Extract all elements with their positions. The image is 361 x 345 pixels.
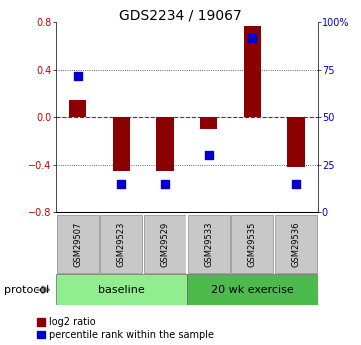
Text: GSM29529: GSM29529 xyxy=(161,221,170,267)
Bar xyxy=(113,117,130,171)
Text: GDS2234 / 19067: GDS2234 / 19067 xyxy=(119,9,242,23)
Bar xyxy=(69,99,87,117)
Text: protocol: protocol xyxy=(4,285,49,295)
Bar xyxy=(244,26,261,117)
Text: GSM29507: GSM29507 xyxy=(73,221,82,267)
Text: GSM29536: GSM29536 xyxy=(291,221,300,267)
Bar xyxy=(100,215,142,273)
Text: GSM29523: GSM29523 xyxy=(117,221,126,267)
Point xyxy=(293,181,299,186)
Point xyxy=(162,181,168,186)
Bar xyxy=(188,215,230,273)
Bar xyxy=(275,215,317,273)
Legend: log2 ratio, percentile rank within the sample: log2 ratio, percentile rank within the s… xyxy=(37,317,214,340)
Bar xyxy=(287,117,305,167)
Bar xyxy=(57,215,99,273)
Text: GSM29535: GSM29535 xyxy=(248,221,257,267)
Bar xyxy=(200,117,217,129)
Text: 20 wk exercise: 20 wk exercise xyxy=(211,285,293,295)
Text: baseline: baseline xyxy=(98,285,145,295)
Bar xyxy=(144,215,186,273)
Bar xyxy=(56,274,187,305)
Point xyxy=(206,152,212,158)
Point xyxy=(249,35,255,40)
Bar xyxy=(187,274,318,305)
Point xyxy=(75,73,81,78)
Bar xyxy=(156,117,174,171)
Bar xyxy=(231,215,273,273)
Text: GSM29533: GSM29533 xyxy=(204,221,213,267)
Point xyxy=(118,181,124,186)
